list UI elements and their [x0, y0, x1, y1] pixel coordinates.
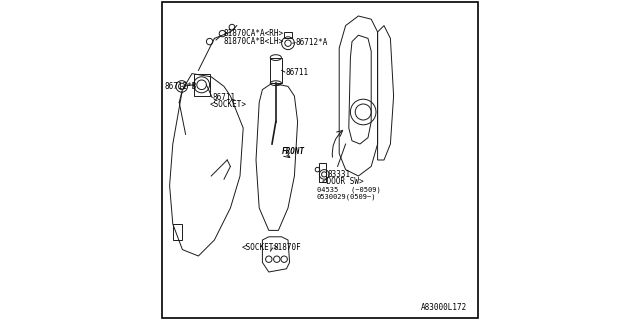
Text: A83000L172: A83000L172 [421, 303, 467, 312]
Text: 83331: 83331 [328, 170, 351, 179]
Text: 81870CA*B<LH>: 81870CA*B<LH> [223, 37, 283, 46]
Text: 86712*A: 86712*A [296, 38, 328, 47]
Text: <SOCKET>: <SOCKET> [210, 100, 246, 109]
Text: 86712*B: 86712*B [165, 82, 197, 91]
Text: 81870CA*A<RH>: 81870CA*A<RH> [223, 29, 283, 38]
Text: 81870F: 81870F [274, 244, 301, 252]
Text: 86711: 86711 [285, 68, 309, 76]
Text: FRONT: FRONT [282, 147, 305, 156]
Text: 0530029(0509~): 0530029(0509~) [317, 194, 376, 200]
Text: 04535   (~0509): 04535 (~0509) [317, 186, 381, 193]
Text: <DOOR SW>: <DOOR SW> [322, 177, 364, 186]
Text: 86711: 86711 [212, 93, 236, 102]
Text: <SOCKET>: <SOCKET> [242, 244, 278, 252]
